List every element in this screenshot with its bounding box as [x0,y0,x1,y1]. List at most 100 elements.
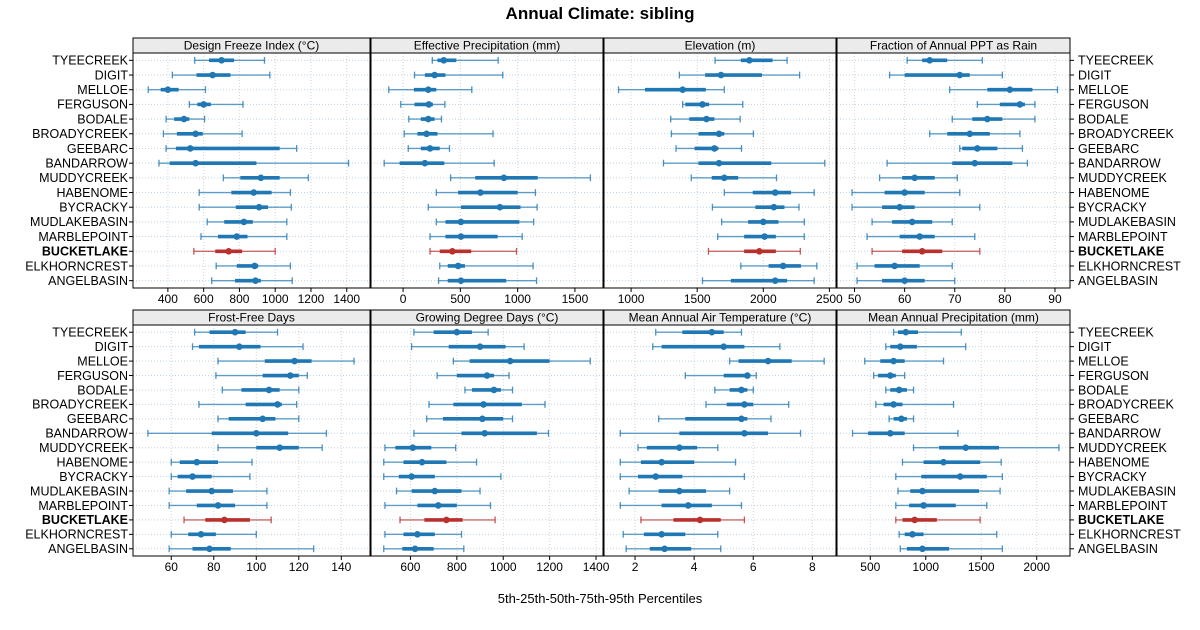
panel-border [132,52,371,289]
site-label-right-mudlakebasin: MUDLAKEBASIN [1078,215,1176,229]
series-muddycreek [690,174,778,182]
series-bycracky [895,473,1003,480]
series-angelbasin [383,545,465,553]
panel-area [371,325,603,556]
axis-tick-label: 1000 [262,292,289,306]
median-dot [676,444,683,452]
series-mudlakebasin [721,218,805,226]
median-dot [225,247,232,255]
median-dot [251,262,258,270]
site-label-left-melloe: MELLOE [77,83,128,97]
median-dot [291,357,298,365]
series-habenome [435,189,537,196]
series-tyeecreek [714,56,788,64]
series-bandarrow [158,159,350,167]
median-dot [231,328,239,336]
median-dot [891,262,898,270]
panel-border [836,324,1071,557]
series-muddycreek [449,174,592,182]
site-label-left-muddycreek: MUDDYCREEK [39,171,129,185]
series-geebarc [426,415,514,423]
median-dot [209,71,216,79]
median-dot [708,328,716,336]
axis-tick-label: 100 [246,560,266,574]
series-angelbasin [437,277,538,285]
strip-title: Design Freeze Index (°C) [184,39,320,53]
site-label-right-habenome: HABENOME [1078,455,1150,469]
panel-area [604,325,836,556]
axis-tick-label: 1200 [298,292,325,306]
median-dot [250,189,258,196]
median-dot [164,86,172,94]
median-dot [443,516,450,524]
series-bodale [714,386,754,394]
site-label-left-marblepoint: MARBLEPOINT [38,499,128,513]
axis-tick-label: 1000 [912,560,939,574]
median-dot [911,174,918,182]
site-label-right-broadycreek: BROADYCREEK [1078,127,1175,141]
series-geebarc [165,145,298,152]
series-tyeecreek [892,328,962,336]
median-dot [206,545,213,553]
series-melloe [949,86,1059,94]
median-dot [771,277,779,284]
median-dot [481,429,488,437]
median-dot [886,429,894,437]
series-marblepoint [168,502,268,509]
series-bucketlake [193,247,276,255]
series-muddycreek [217,444,323,452]
axis-tick-label: 2 [632,560,639,574]
series-geebarc [217,415,300,423]
median-dot [895,386,903,394]
panel-area [371,53,603,288]
axis-tick-label: 0 [400,292,407,306]
series-ferguson [872,372,906,379]
axis-tick-label: 1200 [536,560,563,574]
axis-tick-label: 1500 [684,292,711,306]
median-dot [252,277,259,284]
site-label-left-geebarc: GEEBARC [67,142,128,156]
median-dot [197,531,205,538]
median-dot [956,71,964,79]
median-dot [974,145,981,152]
median-dot [479,415,486,423]
series-muddycreek [637,444,719,452]
median-dot [744,372,751,379]
series-bandarrow [662,159,826,167]
median-dot [423,130,430,138]
median-dot [761,233,768,240]
panel-border [836,52,1071,289]
median-dot [738,415,745,423]
series-broadycreek [198,401,298,408]
site-label-right-bycracky: BYCRACKY [1078,470,1147,484]
median-dot [218,57,225,64]
axis-tick-label: 70 [948,292,962,306]
panel-border [603,324,837,557]
strip-title: Elevation (m) [685,39,756,53]
median-dot [741,429,748,437]
series-digit [191,343,304,351]
median-dot [208,487,215,495]
panel-area [133,325,370,556]
panel-3: Elevation (m) 1000 1500 2000 2500 [603,37,843,306]
median-dot [890,357,897,365]
series-broadycreek [875,401,955,408]
series-habenome [851,189,961,196]
series-mudlakebasin [206,218,288,226]
axis-tick-label: 90 [1048,292,1062,306]
series-ferguson [215,372,308,379]
series-habenome [383,458,478,466]
site-label-left-bucketlake: BUCKETLAKE [42,513,128,527]
series-marblepoint [866,233,976,240]
site-label-left-tyeecreek: TYEECREEK [52,54,128,68]
median-dot [759,218,767,226]
median-dot [431,487,439,495]
site-label-right-bucketlake: BUCKETLAKE [1078,513,1164,527]
median-dot [971,159,979,167]
axis-tick-label: 140 [331,560,351,574]
site-label-right-melloe: MELLOE [1078,354,1129,368]
median-dot [962,444,970,452]
site-label-left-muddycreek: MUDDYCREEK [39,441,129,455]
panel-1: Design Freeze Index (°C) 400 600 800 1000 120… [132,37,371,306]
